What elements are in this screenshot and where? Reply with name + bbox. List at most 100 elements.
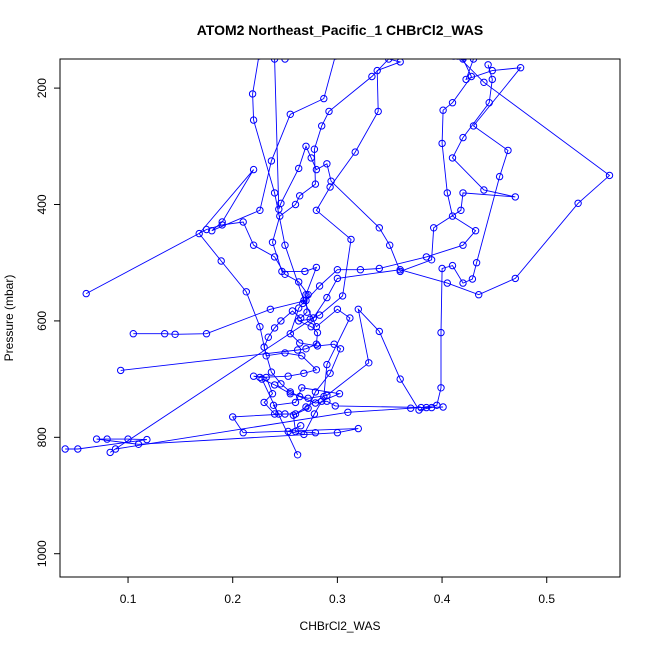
data-point bbox=[202, 225, 211, 234]
data-point bbox=[171, 330, 179, 338]
data-point bbox=[346, 314, 354, 322]
series-line bbox=[109, 59, 611, 453]
data-point bbox=[270, 381, 279, 389]
data-point bbox=[333, 429, 342, 437]
data-point bbox=[327, 177, 335, 185]
data-point bbox=[396, 59, 404, 66]
data-point bbox=[313, 328, 322, 337]
data-point bbox=[311, 180, 320, 188]
data-point bbox=[281, 270, 289, 278]
data-point bbox=[295, 304, 303, 312]
data-point bbox=[296, 192, 304, 200]
data-point bbox=[61, 445, 69, 453]
y-tick-label: 1000 bbox=[35, 540, 49, 567]
data-point bbox=[92, 435, 101, 443]
data-point bbox=[286, 110, 294, 119]
data-point bbox=[333, 59, 338, 60]
data-point bbox=[459, 279, 467, 287]
data-point bbox=[330, 340, 338, 348]
data-point bbox=[303, 308, 311, 316]
data-point bbox=[82, 289, 90, 298]
data-point bbox=[267, 157, 276, 165]
data-point bbox=[281, 59, 289, 63]
data-point bbox=[354, 424, 362, 433]
data-point bbox=[368, 72, 376, 81]
data-point bbox=[269, 401, 278, 409]
data-point bbox=[217, 257, 225, 265]
data-point bbox=[468, 275, 477, 283]
data-point bbox=[202, 330, 211, 338]
data-point bbox=[480, 186, 488, 194]
data-point bbox=[448, 99, 457, 107]
data-point bbox=[270, 189, 279, 197]
data-point bbox=[459, 241, 467, 249]
data-point bbox=[333, 274, 342, 283]
data-point bbox=[307, 154, 315, 162]
data-point bbox=[258, 375, 266, 383]
data-point bbox=[111, 445, 120, 453]
data-point bbox=[472, 259, 481, 267]
data-point bbox=[457, 206, 465, 215]
data-point bbox=[415, 406, 423, 414]
data-point bbox=[323, 293, 331, 302]
data-point bbox=[312, 366, 321, 374]
data-point bbox=[318, 122, 326, 130]
data-point bbox=[427, 403, 436, 412]
data-point bbox=[195, 229, 203, 238]
data-point bbox=[365, 359, 373, 367]
data-point bbox=[338, 292, 347, 300]
data-point bbox=[284, 372, 292, 380]
data-point bbox=[296, 339, 304, 347]
data-point bbox=[448, 154, 457, 162]
data-point bbox=[448, 212, 457, 220]
data-point bbox=[268, 238, 277, 247]
data-point bbox=[129, 330, 138, 338]
data-point bbox=[333, 266, 342, 274]
data-point bbox=[276, 212, 284, 220]
series-1 bbox=[61, 59, 362, 453]
data-point bbox=[430, 224, 438, 232]
data-point bbox=[311, 388, 320, 396]
data-point bbox=[312, 206, 321, 215]
data-point bbox=[291, 398, 300, 407]
data-point bbox=[249, 241, 258, 249]
data-point bbox=[302, 142, 310, 151]
data-point bbox=[293, 346, 302, 354]
data-point bbox=[267, 368, 276, 376]
y-tick-label: 600 bbox=[35, 311, 49, 331]
series-3 bbox=[82, 218, 345, 437]
data-point bbox=[218, 221, 226, 229]
data-point bbox=[310, 145, 319, 153]
data-point bbox=[605, 171, 614, 180]
data-point bbox=[260, 398, 268, 407]
data-point bbox=[256, 373, 264, 382]
data-point bbox=[124, 435, 132, 443]
data-point bbox=[281, 349, 289, 357]
series-6 bbox=[106, 59, 614, 457]
data-point bbox=[325, 107, 333, 116]
data-point bbox=[270, 324, 279, 332]
plot-frame bbox=[59, 58, 621, 578]
data-point bbox=[356, 266, 365, 274]
data-point bbox=[375, 224, 383, 232]
data-point bbox=[480, 78, 488, 87]
data-point bbox=[249, 116, 258, 124]
data-point bbox=[471, 227, 480, 235]
data-point bbox=[300, 430, 308, 439]
x-axis: 0.1 0.2 0.3 0.4 0.5 bbox=[120, 576, 555, 606]
y-tick-label: 800 bbox=[35, 427, 49, 447]
data-point bbox=[270, 253, 279, 261]
series-line bbox=[115, 59, 522, 450]
y-axis: 200 400 600 800 1000 bbox=[35, 78, 61, 567]
data-point bbox=[266, 305, 275, 313]
data-point bbox=[302, 296, 310, 305]
y-tick-label: 200 bbox=[35, 78, 49, 98]
data-point bbox=[443, 189, 451, 197]
series-5 bbox=[111, 59, 525, 453]
data-point bbox=[396, 375, 404, 383]
data-point bbox=[74, 445, 82, 453]
data-point bbox=[443, 279, 451, 287]
data-point bbox=[462, 75, 470, 84]
series-layer bbox=[61, 59, 614, 459]
